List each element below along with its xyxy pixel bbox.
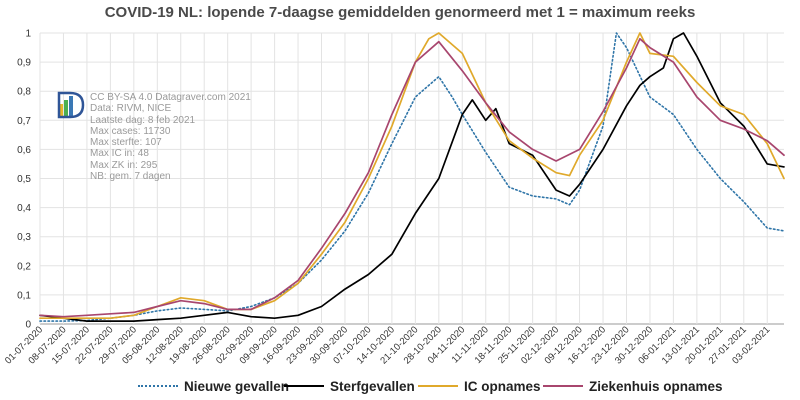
legend-swatch-solid (284, 385, 324, 387)
x-axis-ticks: 01-07-202008-07-202015-07-202022-07-2020… (3, 324, 772, 366)
legend-label: Ziekenhuis opnames (589, 378, 723, 394)
legend-item-sterfgevallen: Sterfgevallen (284, 376, 415, 396)
legend-swatch-solid (543, 385, 583, 387)
y-tick-label: 0,2 (17, 261, 31, 272)
grid-lines (39, 32, 784, 325)
series-line-ic-opnames (39, 32, 785, 320)
chart-title: COVID-19 NL: lopende 7-daagse gemiddelde… (104, 4, 696, 21)
series-line-sterfgevallen (39, 32, 785, 322)
info-note: NB: gem. 7 dagen (90, 171, 171, 183)
y-tick-label: 1 (25, 29, 31, 40)
legend-label: Nieuwe gevallen (184, 378, 290, 394)
info-max-deaths: Max sterfte: 107 (90, 137, 162, 149)
legend-swatch-dotted (138, 385, 178, 387)
legend-item-ic-opnames: IC opnames (418, 376, 541, 396)
info-max-ic: Max IC in: 48 (90, 148, 149, 160)
series-lines (39, 32, 785, 322)
info-box: CC BY-SA 4.0 Datagraver.com 2021 Data: R… (90, 92, 251, 182)
y-tick-label: 0,8 (17, 87, 31, 98)
info-license: CC BY-SA 4.0 Datagraver.com 2021 (90, 92, 251, 103)
legend-label: Sterfgevallen (330, 378, 415, 394)
y-tick-label: 0,1 (17, 290, 31, 301)
series-line-nieuwe-gevallen (39, 32, 785, 322)
y-tick-label: 0,7 (17, 116, 31, 127)
y-tick-label: 0 (25, 320, 31, 331)
info-last-day: Laatste dag: 8 feb 2021 (90, 114, 196, 126)
y-tick-label: 0,3 (17, 232, 31, 243)
datagraver-logo-icon (57, 91, 85, 119)
y-axis-ticks: 0 0,1 0,2 0,3 0,4 0,5 0,6 0,7 0,8 0,9 1 (17, 29, 31, 331)
legend-item-ziekenhuis-opnames: Ziekenhuis opnames (543, 376, 723, 396)
y-tick-label: 0,9 (17, 58, 31, 69)
info-max-cases: Max cases: 11730 (90, 125, 171, 137)
legend-item-nieuwe-gevallen: Nieuwe gevallen (138, 376, 289, 396)
legend-swatch-solid (418, 385, 458, 387)
legend: Nieuwe gevallen Sterfgevallen IC opnames… (0, 376, 800, 398)
info-data-source: Data: RIVM, NICE (90, 103, 172, 115)
info-max-zk: Max ZK in: 295 (90, 159, 158, 171)
y-tick-label: 0,6 (17, 145, 31, 156)
y-tick-label: 0,5 (17, 174, 31, 185)
series-line-ziekenhuis-opnames (39, 37, 785, 318)
y-tick-label: 0,4 (17, 203, 31, 214)
legend-label: IC opnames (464, 378, 541, 394)
